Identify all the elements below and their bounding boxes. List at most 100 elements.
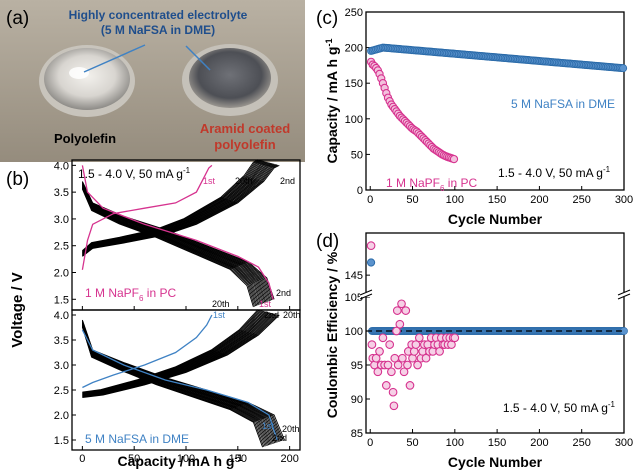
- cycle-discharge-curve: [81, 182, 272, 301]
- b-top-ann-1st-charge: 1st: [203, 176, 216, 186]
- c-condition: 1.5 - 4.0 V, 50 mA g-1: [498, 165, 611, 180]
- right-dish-label-1: Aramid coated: [200, 121, 290, 136]
- xtick-label: 250: [573, 194, 591, 206]
- d-magenta-point: [421, 353, 431, 363]
- c-magenta-point: [449, 154, 459, 164]
- b-bottom-curves: [81, 309, 285, 448]
- xtick-label: 50: [406, 437, 418, 449]
- d-magenta-point: [385, 340, 395, 349]
- ytick-label: 95: [351, 360, 363, 372]
- xtick-label: 0: [79, 453, 85, 465]
- b-condition: 1.5 - 4.0 V, 50 mA g-1: [78, 166, 191, 181]
- ytick-label: 2.5: [54, 385, 69, 397]
- ytick-label: 0: [357, 185, 363, 197]
- c-points: [366, 43, 628, 164]
- xtick-label: 150: [488, 194, 506, 206]
- xtick-label: 200: [530, 437, 548, 449]
- cycle-discharge-curve: [81, 183, 268, 303]
- c-axis: 0 50 100 150 200 250 0 50 100 150 200 250 300: [345, 7, 633, 206]
- panel-b-label: (b): [6, 169, 29, 190]
- callout-line-right: [185, 45, 211, 71]
- panel-b: (b) 1.5 2.0 2.5 3.0 3.5 4.0 1.5 2.0 2.5 3.0 3.5 4.…: [6, 159, 301, 469]
- panel-a: (a) Highly concentrated electrolyte (5 M…: [0, 0, 305, 162]
- d-magenta-point: [387, 367, 396, 377]
- left-dish-label: Polyolefin: [54, 131, 116, 146]
- callout-line-left: [83, 44, 146, 73]
- ytick-label: 50: [351, 149, 363, 161]
- ytick-label: 2.5: [54, 241, 69, 253]
- d-magenta-point: [373, 367, 383, 377]
- d-magenta-point: [389, 401, 399, 411]
- xtick-label: 0: [367, 437, 373, 449]
- b-bot-ann-1st-dis: 1st: [262, 421, 275, 431]
- c-blue-label: 5 M NaFSA in DME: [511, 97, 615, 111]
- b-top-curves: [81, 159, 280, 308]
- xtick-label: 200: [280, 453, 298, 465]
- first-discharge-curve: [81, 329, 278, 441]
- d-points: [366, 241, 628, 411]
- d-magenta-point: [375, 347, 384, 356]
- axis-break-gap: [360, 292, 372, 297]
- cycle-discharge-curve: [81, 327, 264, 448]
- d-magenta-point: [405, 381, 415, 390]
- axis-break-gap: [618, 292, 630, 297]
- axis-break-mark: [359, 289, 373, 296]
- panel-d-label: (d): [316, 231, 339, 252]
- d-magenta-point: [367, 340, 377, 349]
- b-xlabel: Capacity / mA h g-1: [118, 453, 243, 469]
- ytick-label: 2.0: [54, 268, 69, 280]
- d-magenta-point: [392, 306, 402, 315]
- ytick-label: 85: [351, 428, 363, 440]
- ytick-label: 3.0: [54, 360, 69, 372]
- first-charge-curve: [81, 164, 213, 270]
- cycle-discharge-curve: [81, 188, 255, 307]
- d-magenta-point: [413, 360, 422, 370]
- cycle-charge-curve: [82, 159, 259, 251]
- ytick-label: 200: [345, 43, 363, 55]
- xtick-label: 50: [406, 194, 418, 206]
- ytick-label: 150: [345, 78, 363, 90]
- d-magenta-point: [371, 353, 381, 363]
- b-ylabel: Voltage / V: [9, 272, 26, 348]
- ytick-label: 2.0: [54, 410, 69, 422]
- d-magenta-point: [388, 387, 398, 397]
- cycle-discharge-curve: [81, 185, 264, 304]
- b-bot-ann-2nd-dis: 2nd: [272, 433, 287, 443]
- c-magenta-label: 1 M NaPF6 in PC: [386, 176, 477, 193]
- first-charge-curve: [82, 314, 213, 389]
- b-bottom-axis: 1.5 2.0 2.5 3.0 3.5 4.0 0 50 100 150 200: [54, 310, 299, 465]
- d-magenta-point: [378, 333, 388, 343]
- b-bot-ann-2nd-charge: 2nd: [264, 310, 279, 320]
- d-magenta-point: [366, 241, 376, 250]
- b-top-axis: 1.5 2.0 2.5 3.0 3.5 4.0: [54, 160, 291, 310]
- panel-c: (c) 0 50 100 150 200 250 0 50 100 150 200 250 300 5 …: [316, 7, 633, 227]
- cycle-charge-curve: [82, 309, 259, 393]
- xtick-label: 150: [488, 437, 506, 449]
- d-blue-first-point: [366, 258, 376, 267]
- b-bottom-series-label: 5 M NaFSA in DME: [85, 432, 189, 446]
- ytick-label: 4.0: [54, 310, 69, 322]
- first-discharge-curve: [81, 165, 274, 300]
- c-blue-point: [619, 64, 628, 73]
- ytick-label: 1.5: [54, 294, 69, 306]
- xtick-label: 250: [573, 437, 591, 449]
- d-magenta-point: [450, 333, 460, 343]
- ytick-label: 3.0: [54, 214, 69, 226]
- xtick-label: 100: [177, 453, 195, 465]
- ytick-label: 4.0: [54, 160, 69, 172]
- xtick-label: 0: [367, 194, 373, 206]
- left-dish: [44, 48, 130, 110]
- d-magenta-point: [393, 360, 403, 370]
- ytick-label: 250: [345, 7, 363, 19]
- ytick-label: 105: [345, 292, 363, 304]
- panel-c-label: (c): [316, 8, 338, 29]
- callout-subtitle: (5 M NaFSA in DME): [101, 23, 215, 37]
- right-dish: [189, 48, 271, 108]
- ytick-label: 3.5: [54, 187, 69, 199]
- d-magenta-point: [411, 340, 421, 349]
- xtick-label: 150: [229, 453, 247, 465]
- xtick-label: 100: [446, 437, 464, 449]
- axis-break-mark: [617, 293, 631, 300]
- d-magenta-point: [381, 381, 391, 390]
